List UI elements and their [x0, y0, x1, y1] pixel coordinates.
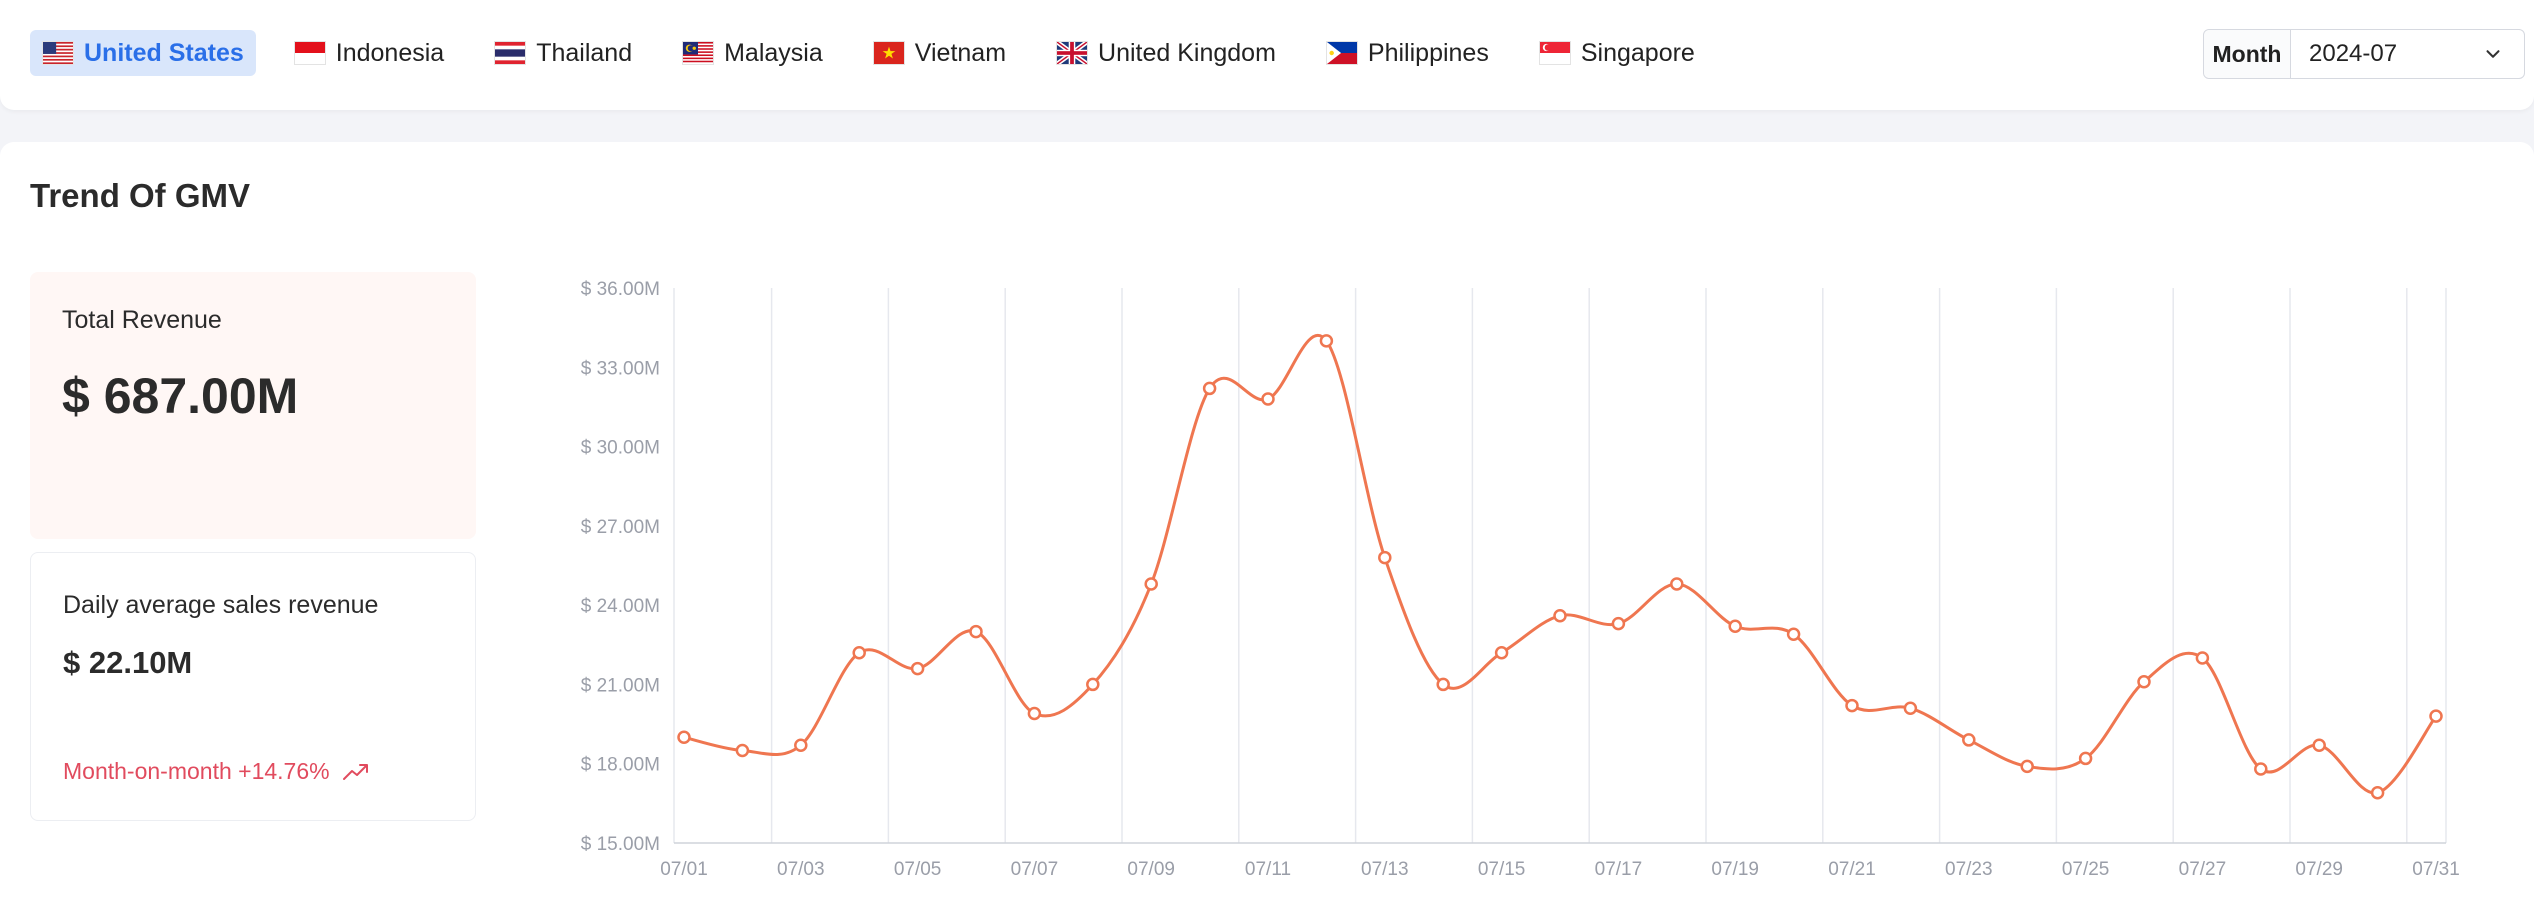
data-point-07-09[interactable]	[1144, 577, 1158, 591]
y-tick-label: $ 33.00M	[581, 358, 660, 379]
data-point-07-30[interactable]	[2370, 786, 2385, 800]
data-point-07-23[interactable]	[1962, 733, 1976, 747]
uk-flag-icon	[1056, 41, 1089, 65]
data-point-07-28[interactable]	[2254, 762, 2268, 776]
country-label: Thailand	[536, 38, 633, 67]
panel-title: Trend Of GMV	[30, 177, 251, 214]
data-point-07-16[interactable]	[1553, 608, 1567, 623]
month-value: 2024-07	[2309, 40, 2398, 67]
singapore-flag-icon	[1538, 41, 1571, 65]
gmv-panel: Trend Of GMV Total Revenue $ 687.00M Dai…	[0, 142, 2534, 914]
trend-up-icon	[342, 763, 368, 780]
vietnam-flag-icon	[872, 41, 905, 65]
data-point-07-17[interactable]	[1611, 616, 1626, 631]
us-flag-icon	[42, 41, 74, 65]
data-point-07-04[interactable]	[852, 645, 866, 660]
month-on-month-change: Month-on-month +14.76%	[63, 758, 370, 785]
data-point-07-21[interactable]	[1845, 698, 1859, 713]
data-point-07-12[interactable]	[1319, 334, 1334, 348]
data-point-07-14[interactable]	[1436, 677, 1450, 692]
month-picker[interactable]: Month 2024-07	[2203, 29, 2525, 79]
country-tab-indonesia[interactable]: Indonesia	[282, 30, 456, 76]
data-point-07-07[interactable]	[1027, 706, 1042, 721]
country-label: Malaysia	[724, 38, 823, 67]
indonesia-flag-icon	[293, 41, 326, 65]
x-tick-label: 07/05	[894, 859, 942, 880]
country-tabs: United States Indonesia Thailand	[30, 30, 1733, 76]
x-tick-label: 07/01	[660, 859, 708, 880]
month-on-month-text: Month-on-month +14.76%	[63, 758, 330, 784]
x-tick-label: 07/03	[777, 859, 825, 880]
country-tab-malaysia[interactable]: Malaysia	[670, 30, 835, 76]
x-tick-label: 07/11	[1245, 859, 1291, 880]
y-tick-label: $ 30.00M	[581, 438, 660, 459]
data-point-07-26[interactable]	[2137, 675, 2151, 689]
country-label: Vietnam	[914, 38, 1007, 67]
data-point-07-20[interactable]	[1786, 627, 1801, 641]
philippines-flag-icon	[1325, 41, 1358, 65]
country-tab-united-kingdom[interactable]: United Kingdom	[1044, 30, 1288, 76]
country-label: United Kingdom	[1098, 38, 1276, 67]
data-point-07-27[interactable]	[2195, 651, 2210, 665]
country-tab-united-states[interactable]: United States	[30, 30, 256, 76]
chevron-down-icon	[2486, 50, 2500, 58]
data-point-07-01[interactable]	[677, 730, 691, 745]
total-revenue-label: Total Revenue	[62, 306, 222, 334]
data-point-07-25[interactable]	[2078, 751, 2093, 766]
total-revenue-card: Total Revenue $ 687.00M	[30, 272, 476, 539]
country-tab-philippines[interactable]: Philippines	[1314, 30, 1501, 76]
month-select[interactable]: 2024-07	[2291, 30, 2524, 78]
country-tab-vietnam[interactable]: Vietnam	[861, 30, 1018, 76]
daily-average-label: Daily average sales revenue	[63, 591, 379, 619]
country-tab-singapore[interactable]: Singapore	[1527, 30, 1707, 76]
y-tick-label: $ 36.00M	[581, 279, 660, 300]
gmv-line-chart: $ 15.00M $ 18.00M $ 21.00M $ 24.00M $ 27.00M…	[581, 279, 2460, 880]
data-point-07-31[interactable]	[2429, 709, 2443, 723]
data-point-07-18[interactable]	[1670, 577, 1684, 591]
x-tick-label: 07/19	[1711, 859, 1759, 880]
data-point-07-03[interactable]	[794, 738, 808, 752]
country-label: Philippines	[1367, 38, 1489, 67]
country-tab-thailand[interactable]: Thailand	[482, 30, 644, 76]
thailand-flag-icon	[494, 41, 527, 65]
x-tick-label: 07/07	[1011, 859, 1059, 880]
country-label: Indonesia	[335, 38, 445, 67]
data-point-07-29[interactable]	[2312, 738, 2326, 752]
malaysia-flag-icon	[682, 41, 715, 65]
country-bar: United States Indonesia Thailand	[0, 0, 2534, 110]
x-tick-label: 07/21	[1828, 859, 1876, 880]
x-tick-label: 07/13	[1361, 859, 1409, 880]
data-point-07-06[interactable]	[969, 624, 983, 639]
x-tick-label: 07/15	[1478, 859, 1526, 880]
total-revenue-value: $ 687.00M	[62, 368, 299, 424]
data-point-07-11[interactable]	[1261, 392, 1275, 406]
y-tick-label: $ 18.00M	[581, 755, 660, 776]
data-point-07-08[interactable]	[1086, 677, 1100, 692]
data-point-07-10[interactable]	[1202, 381, 1217, 396]
x-tick-label: 07/27	[2179, 859, 2227, 880]
daily-average-value: $ 22.10M	[63, 645, 193, 680]
data-point-07-15[interactable]	[1494, 645, 1509, 660]
y-tick-label: $ 27.00M	[581, 517, 660, 538]
country-label: Singapore	[1580, 38, 1695, 67]
data-point-07-02[interactable]	[735, 743, 750, 758]
data-point-07-13[interactable]	[1378, 550, 1392, 565]
daily-average-card: Daily average sales revenue $ 22.10M Mon…	[30, 552, 476, 821]
month-picker-label: Month	[2204, 30, 2291, 78]
data-point-07-22[interactable]	[1903, 701, 1918, 715]
x-tick-label: 07/31	[2412, 859, 2460, 880]
x-tick-label: 07/23	[1945, 859, 1993, 880]
y-tick-label: $ 15.00M	[581, 834, 660, 855]
x-tick-label: 07/17	[1595, 859, 1643, 880]
y-tick-label: $ 21.00M	[581, 675, 660, 696]
data-point-07-24[interactable]	[2020, 759, 2034, 774]
x-tick-label: 07/25	[2062, 859, 2110, 880]
y-tick-label: $ 24.00M	[581, 596, 660, 617]
country-label: United States	[84, 38, 244, 67]
x-tick-label: 07/29	[2295, 859, 2343, 880]
data-point-07-19[interactable]	[1728, 619, 1742, 634]
x-tick-label: 07/09	[1127, 859, 1175, 880]
data-point-07-05[interactable]	[910, 661, 925, 676]
